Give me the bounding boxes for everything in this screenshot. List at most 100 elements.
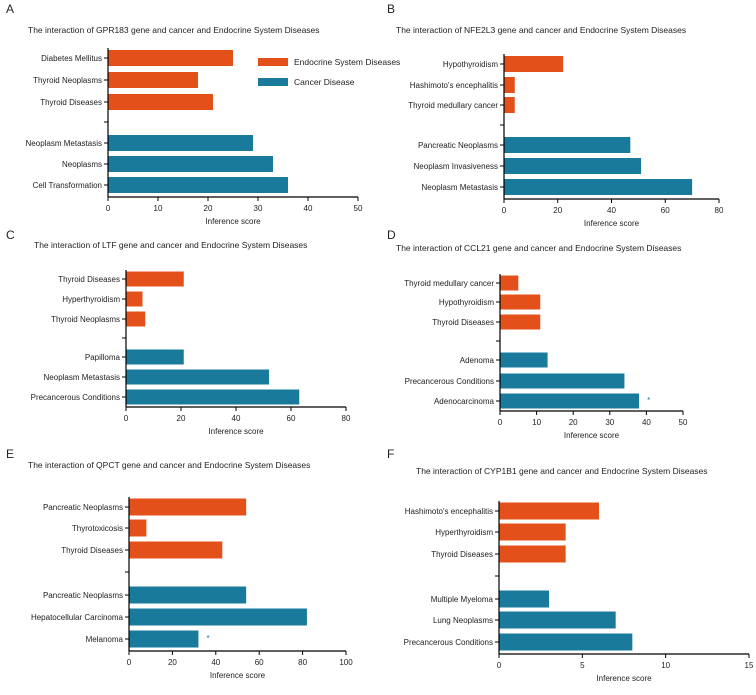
panel-c-xtick-label: 20 [177,414,186,423]
panel-e-bar [129,630,199,648]
panel-title-e: The interaction of QPCT gene and cancer … [28,460,311,470]
panel-b-xtick-label: 0 [502,206,507,215]
panel-a-x-axis-label: Inference score [205,217,261,226]
panel-a-bar [108,135,253,151]
panel-f-bar [499,545,566,563]
panel-c-xtick-label: 80 [342,414,351,423]
panel-a-xtick-label: 40 [304,204,313,213]
panel-d-category-label: Hypothyroidism [439,298,494,307]
panel-d-x-axis-label: Inference score [564,431,620,440]
panel-b-category-label: Pancreatic Neoplasms [418,141,498,150]
panel-e-xtick-label: 100 [339,658,353,667]
panel-title-a: The interaction of GPR183 gene and cance… [28,25,320,35]
panel-a-bar [108,177,288,193]
panel-d-category-label: Adenoma [460,356,495,365]
panel-a-category-label: Thyroid Neoplasms [33,76,102,85]
panel-d-bar [500,373,625,389]
panel-f-x-axis-label: Inference score [596,674,652,683]
panel-d-category-label: Precancerous Conditions [405,377,494,386]
panel-a-bar [108,156,273,172]
panel-f-category-label: Multiple Myeloma [431,595,494,604]
panel-a-xtick-label: 50 [354,204,363,213]
panel-title-b: The interaction of NFE2L3 gene and cance… [396,25,687,35]
panel-f-category-label: Thyroid Diseases [431,550,493,559]
panel-c-x-axis-label: Inference score [208,427,264,436]
panel-d-category-label: Thyroid Diseases [432,318,494,327]
panel-c-category-label: Thyroid Diseases [58,275,120,284]
panel-e-bar [129,586,247,604]
panel-d-annotation: * [647,396,650,405]
panel-e-x-axis-label: Inference score [210,671,266,680]
panel-c-category-label: Thyroid Neoplasms [51,315,120,324]
panel-e-bar [129,498,247,516]
panel-a-xtick-label: 20 [204,204,213,213]
panel-d-bar [500,393,640,409]
panel-b-xtick-label: 60 [661,206,670,215]
panel-c-bar [126,311,146,327]
panel-a-category-label: Diabetes Mellitus [41,54,102,63]
panel-e-category-label: Pancreatic Neoplasms [43,591,123,600]
panel-f-bar [499,502,599,520]
legend-item-cancer: Cancer Disease [258,72,400,92]
panel-d-bar [500,275,519,291]
panel-c-category-label: Papilloma [85,353,121,362]
panel-b-bar [504,179,693,195]
panel-f-xtick-label: 10 [661,661,670,670]
panel-c-bar [126,349,184,365]
panel-d-xtick-label: 40 [642,418,651,427]
panel-letter-c: C [6,228,15,242]
panel-b-category-label: Neoplasm Metastasis [422,183,498,192]
panel-a-category-label: Neoplasms [62,160,102,169]
panel-f-bar [499,611,616,629]
panel-c-xtick-label: 40 [232,414,241,423]
panel-letter-a: A [6,2,15,16]
panel-d-category-label: Thyroid medullary cancer [404,279,494,288]
legend-label-cancer: Cancer Disease [294,77,355,87]
panel-e-bar [129,608,307,626]
panel-b-bar [504,97,515,113]
panel-e-xtick-label: 60 [255,658,264,667]
panel-b-bar [504,77,515,93]
panel-f-bar [499,590,549,608]
panel-c-category-label: Neoplasm Metastasis [44,373,120,382]
panel-e-category-label: Pancreatic Neoplasms [43,503,123,512]
panel-c-bar [126,389,300,405]
panel-d-category-label: Adenocarcinoma [434,397,495,406]
panel-e-category-label: Thyroid Diseases [61,546,123,555]
panel-b-category-label: Hypothyroidism [443,60,498,69]
panel-a-bar [108,94,213,110]
panel-b-bar [504,56,564,72]
legend-swatch-cancer [258,78,288,86]
panel-d-xtick-label: 10 [532,418,541,427]
panel-c-category-label: Precancerous Conditions [31,393,120,402]
panel-b-category-label: Thyroid medullary cancer [408,101,498,110]
legend-swatch-endocrine [258,58,288,66]
panel-c-bar [126,291,143,307]
panel-title-f: The interaction of CYP1B1 gene and cance… [416,466,708,476]
panel-b-xtick-label: 80 [715,206,724,215]
panel-d-xtick-label: 50 [679,418,688,427]
panel-title-c: The interaction of LTF gene and cancer a… [34,240,308,250]
panel-e-xtick-label: 0 [127,658,132,667]
panel-a-category-label: Cell Transformation [33,181,102,190]
panel-f-xtick-label: 15 [745,661,754,670]
panel-f-bar [499,633,633,651]
panel-e-bar [129,519,147,537]
panel-b-bar [504,158,642,174]
panel-letter-e: E [6,447,15,461]
panel-d-bar [500,352,548,368]
panel-letter-d: D [387,228,396,242]
panel-e-annotation: * [206,634,209,643]
panel-a-category-label: Neoplasm Metastasis [26,139,102,148]
panel-d-xtick-label: 30 [605,418,614,427]
panel-c-bar [126,369,269,385]
panel-b-x-axis-label: Inference score [584,219,640,228]
panel-a-xtick-label: 10 [154,204,163,213]
panel-e-bar [129,541,223,559]
panel-c-xtick-label: 0 [124,414,129,423]
panel-a-xtick-label: 0 [106,204,111,213]
panel-b-category-label: Hashimoto's encephalitis [410,81,498,90]
panel-a-bar [108,50,233,66]
panel-e-xtick-label: 80 [298,658,307,667]
